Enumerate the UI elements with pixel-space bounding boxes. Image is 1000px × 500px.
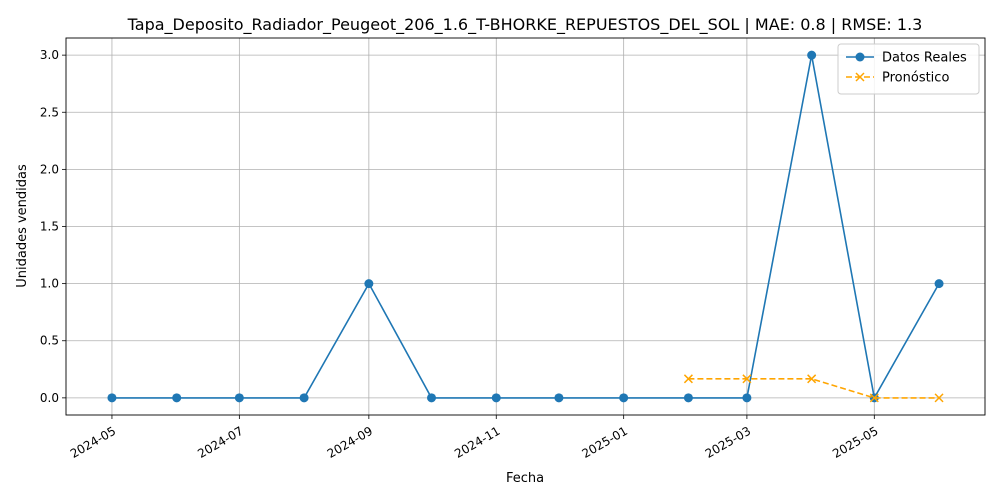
data-point-actual (172, 393, 182, 403)
data-point-actual (364, 279, 374, 289)
legend: Datos Reales Pronóstico (837, 43, 980, 95)
plot-frame (65, 37, 986, 416)
data-point-actual (807, 50, 817, 60)
y-tick-label: 3.0 (40, 48, 59, 62)
series-layer (107, 50, 944, 403)
legend-marker-circle (855, 52, 865, 62)
data-point-actual (683, 393, 693, 403)
data-point-actual (107, 393, 117, 403)
grid (66, 38, 985, 415)
legend-label: Datos Reales (882, 51, 967, 66)
data-point-forecast (683, 374, 693, 384)
y-tick-label: 0.5 (40, 334, 59, 348)
data-point-actual (299, 393, 309, 403)
x-tick-label: 2024-09 (325, 424, 375, 461)
data-point-actual (742, 393, 752, 403)
y-tick-label: 2.0 (40, 162, 59, 176)
data-point-actual (427, 393, 437, 403)
data-point-actual (554, 393, 564, 403)
data-point-forecast (869, 393, 879, 403)
x-tick-label: 2024-11 (452, 424, 502, 461)
data-point-actual (934, 279, 944, 289)
y-tick-label: 1.5 (40, 220, 59, 234)
data-point-forecast (934, 393, 944, 403)
series-line-actual (112, 54, 940, 401)
data-point-forecast (807, 374, 817, 384)
x-tick-label: 2025-03 (703, 424, 753, 461)
data-point-forecast (742, 374, 752, 384)
data-point-actual (491, 393, 501, 403)
x-tick-label: 2025-05 (830, 424, 880, 461)
legend-marker-x (855, 72, 865, 82)
legend-label: Pronóstico (882, 71, 949, 86)
data-point-actual (234, 393, 244, 403)
y-axis-label: Unidades vendidas (15, 164, 30, 288)
x-tick-label: 2025-01 (580, 424, 630, 461)
x-tick-label: 2024-05 (68, 424, 118, 461)
y-tick-label: 1.0 (40, 277, 59, 291)
chart-title: Tapa_Deposito_Radiador_Peugeot_206_1.6_T… (127, 15, 923, 35)
data-point-actual (619, 393, 629, 403)
y-tick-label: 0.0 (40, 391, 59, 405)
series-line-forecast (688, 377, 939, 399)
x-axis-label: Fecha (506, 471, 544, 486)
y-tick-label: 2.5 (40, 105, 59, 119)
x-tick-label: 2024-07 (195, 424, 245, 461)
